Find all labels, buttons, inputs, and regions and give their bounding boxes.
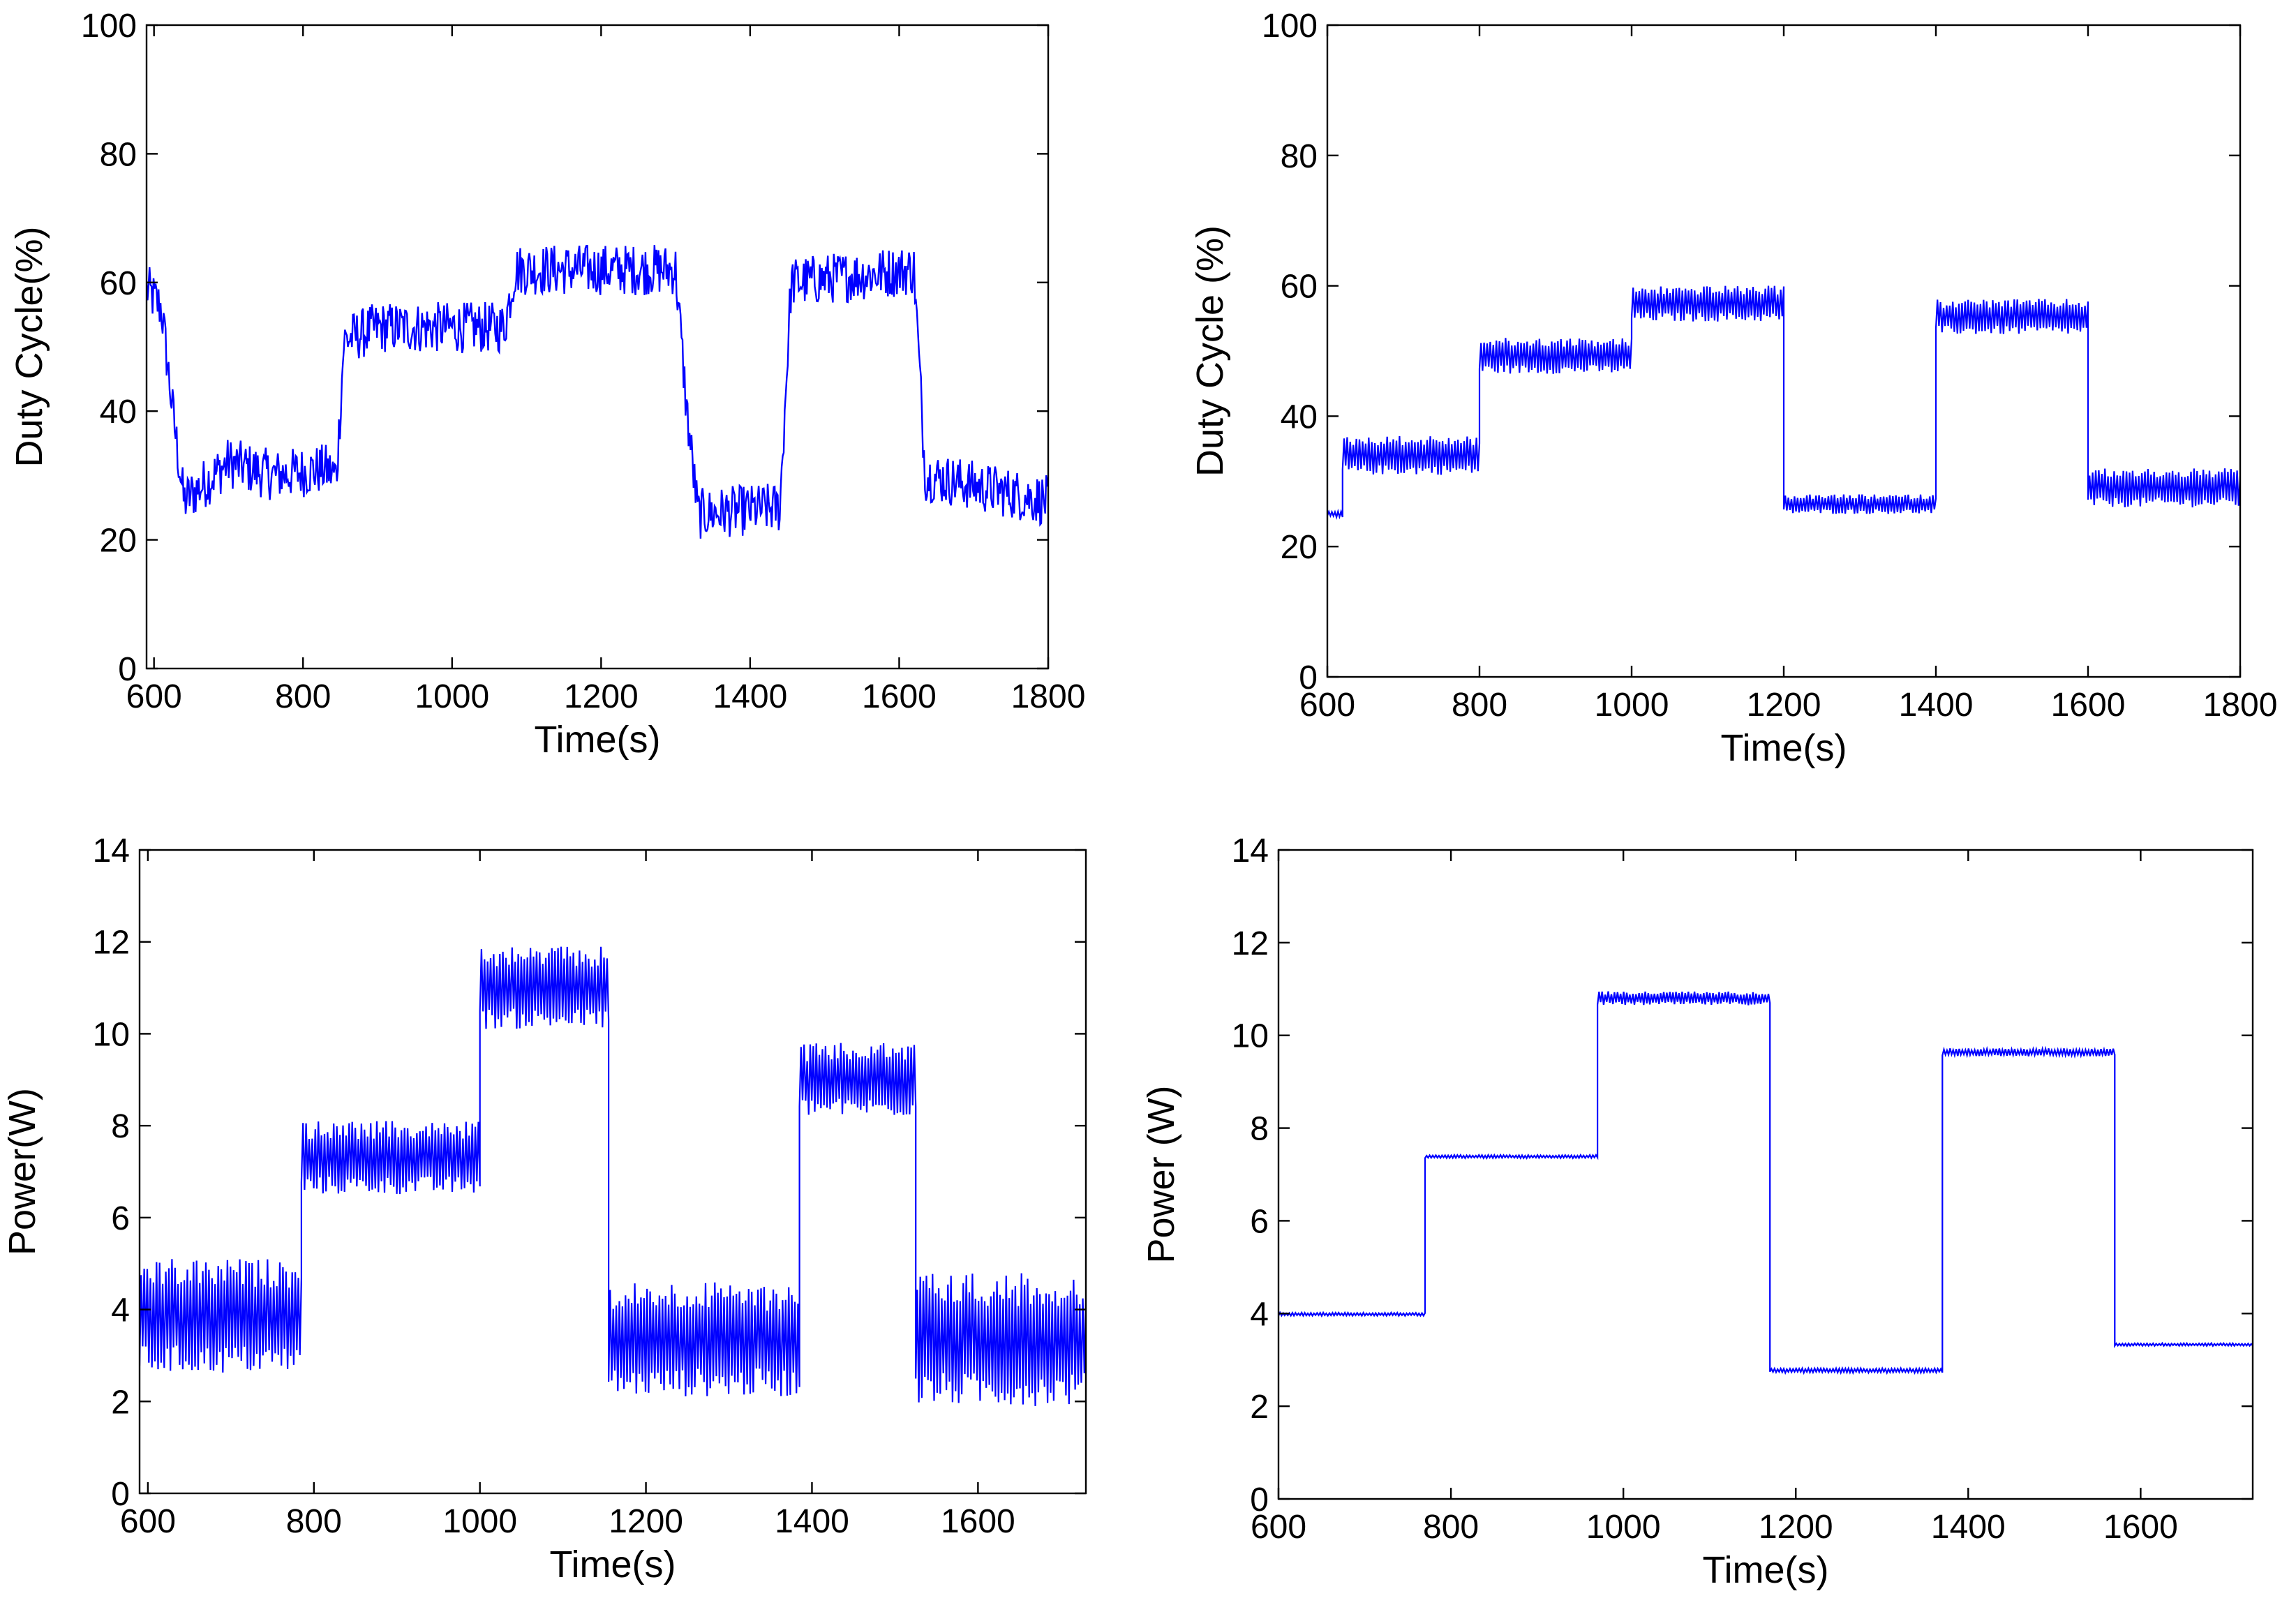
- y-tick-label: 60: [100, 265, 137, 302]
- y-tick-label: 0: [1250, 1481, 1269, 1518]
- y-tick-label: 100: [81, 8, 137, 45]
- y-tick-label: 8: [111, 1108, 130, 1145]
- y-tick-label: 14: [93, 833, 130, 869]
- y-tick-label: 2: [111, 1384, 130, 1421]
- plot-frame: [1277, 849, 2254, 1500]
- x-tick-label: 1400: [1899, 687, 1974, 724]
- y-tick-label: 2: [1250, 1389, 1269, 1426]
- x-tick-label: 800: [286, 1503, 342, 1540]
- x-tick-label: 800: [275, 678, 331, 715]
- chart-panel-bottom-right: 600 800 1000 1200 1400 1600 0 2 4 6 8 10 12 14 Time(s)…: [1140, 833, 2254, 1591]
- x-tick-label: 1400: [1931, 1509, 2006, 1546]
- x-tick-label: 1200: [609, 1503, 683, 1540]
- y-tick-label: 10: [1232, 1018, 1269, 1055]
- series-power: [140, 946, 1086, 1406]
- y-axis-label: Duty Cycle (%): [1189, 225, 1231, 477]
- x-tick-label: 800: [1423, 1509, 1479, 1546]
- y-tick-label: 14: [1232, 833, 1269, 869]
- x-tick-label: 1000: [442, 1503, 517, 1540]
- chart-panel-top-left: 600 800 1000 1200 1400 1600 1800 0 20 40 60 80 100 Ti…: [8, 8, 1085, 761]
- plot-frame: [145, 24, 1050, 670]
- x-tick-label: 800: [1452, 687, 1507, 724]
- x-tick-label: 1200: [564, 678, 639, 715]
- x-tick-label: 1200: [1747, 687, 1821, 724]
- x-axis-label: Time(s): [1703, 1549, 1829, 1591]
- x-tick-label: 1400: [775, 1503, 849, 1540]
- x-tick-label: 1600: [862, 678, 937, 715]
- series-line: [140, 946, 1086, 1406]
- x-tick-label: 1600: [941, 1503, 1015, 1540]
- y-tick-label: 6: [1250, 1203, 1269, 1240]
- x-axis-label: Time(s): [1721, 727, 1847, 769]
- y-tick-label: 40: [100, 394, 137, 431]
- x-tick-label: 1000: [415, 678, 489, 715]
- y-tick-label: 8: [1250, 1111, 1269, 1148]
- x-tick-label: 1000: [1595, 687, 1669, 724]
- series-line: [147, 244, 1048, 539]
- x-axis-label: Time(s): [535, 719, 661, 761]
- x-tick-label: 1800: [1011, 678, 1086, 715]
- y-tick-label: 0: [118, 651, 137, 688]
- x-tick-label: 1600: [2051, 687, 2126, 724]
- y-tick-label: 100: [1262, 8, 1318, 45]
- x-tick-label: 600: [126, 678, 182, 715]
- x-tick-label: 600: [1299, 687, 1355, 724]
- x-tick-label: 1000: [1586, 1509, 1661, 1546]
- y-tick-label: 80: [100, 136, 137, 173]
- y-tick-label: 6: [111, 1200, 130, 1237]
- y-tick-label: 10: [93, 1016, 130, 1053]
- y-axis-label: Power (W): [1140, 1086, 1182, 1264]
- series-line: [1279, 991, 2253, 1375]
- y-tick-label: 20: [100, 523, 137, 560]
- series-duty-cycle: [147, 244, 1048, 539]
- plot-frame: [138, 849, 1087, 1495]
- x-tick-label: 600: [120, 1503, 176, 1540]
- x-axis-label: Time(s): [550, 1544, 676, 1585]
- y-tick-label: 60: [1281, 269, 1318, 306]
- x-tick-label: 1600: [2103, 1509, 2178, 1546]
- series-duty-cycle: [1327, 285, 2240, 520]
- x-tick-label: 600: [1251, 1509, 1306, 1546]
- y-tick-label: 0: [111, 1476, 130, 1513]
- y-tick-label: 0: [1299, 659, 1318, 696]
- y-tick-label: 20: [1281, 529, 1318, 566]
- y-tick-label: 80: [1281, 138, 1318, 175]
- series-power: [1279, 991, 2253, 1375]
- y-axis-label: Duty Cycle(%): [8, 226, 50, 467]
- y-axis-label: Power(W): [1, 1088, 43, 1255]
- y-tick-label: 40: [1281, 398, 1318, 435]
- chart-panel-bottom-left: 600 800 1000 1200 1400 1600 0 2 4 6 8 10 12 14 Time(s)…: [1, 833, 1087, 1585]
- x-tick-label: 1800: [2203, 687, 2278, 724]
- x-tick-label: 1200: [1759, 1509, 1833, 1546]
- y-tick-label: 12: [1232, 925, 1269, 962]
- series-line: [1327, 285, 2240, 520]
- y-tick-label: 4: [1250, 1296, 1269, 1333]
- chart-panel-top-right: 600 800 1000 1200 1400 1600 1800 0 20 40 60 80 100 Ti…: [1189, 8, 2277, 769]
- y-tick-label: 4: [111, 1292, 130, 1329]
- y-tick-label: 12: [93, 925, 130, 962]
- x-tick-label: 1400: [713, 678, 788, 715]
